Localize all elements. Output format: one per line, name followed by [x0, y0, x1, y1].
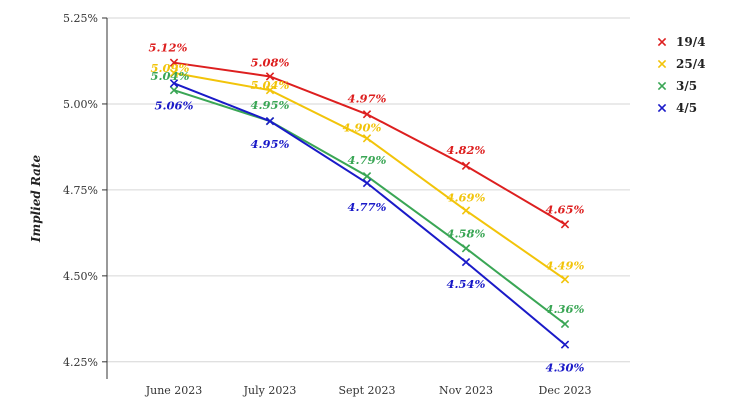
data-label: 4.58%: [447, 226, 486, 240]
legend-entry: 4/5: [676, 101, 697, 115]
legend-entry: 25/4: [676, 57, 705, 71]
data-point-marker: [657, 81, 667, 91]
data-point-marker: [461, 206, 471, 215]
data-label: 5.08%: [251, 55, 290, 69]
data-point-marker: [265, 72, 275, 81]
y-tick-label: 5.00%: [63, 98, 98, 111]
y-tick-label: 4.75%: [63, 184, 98, 197]
data-label: 4.36%: [546, 302, 585, 316]
y-tick-label: 4.50%: [63, 270, 98, 283]
data-point-marker: [169, 68, 179, 78]
data-labels: 5.12%5.08%4.97%4.82%4.65%5.09%5.04%4.90%…: [149, 41, 585, 375]
data-point-marker: [362, 171, 372, 181]
data-label: 5.04%: [251, 78, 290, 92]
data-point-marker: [461, 161, 471, 171]
data-label: 4.97%: [348, 91, 387, 105]
legend-entry: 19/4: [676, 35, 705, 49]
data-label: 5.09%: [151, 61, 190, 75]
data-point-marker: [657, 103, 667, 113]
data-label: 5.04%: [151, 69, 190, 83]
gridlines: [107, 17, 630, 363]
data-label: 4.49%: [546, 258, 585, 272]
y-axis-label: Implied Rate: [29, 155, 43, 244]
data-label: 4.65%: [546, 202, 585, 216]
data-point-marker: [169, 58, 179, 67]
data-label: 4.95%: [251, 98, 290, 112]
data-label: 4.90%: [343, 120, 382, 134]
data-label: 4.79%: [348, 153, 387, 167]
data-label: 5.12%: [149, 41, 188, 55]
x-tick-label: Sept 2023: [339, 384, 396, 397]
data-label: 4.95%: [251, 137, 290, 151]
legend: 19/4 25/4 3/5 4/5: [657, 35, 705, 115]
data-point-marker: [560, 220, 570, 229]
data-point-marker: [657, 37, 667, 47]
data-label: 4.77%: [348, 200, 387, 214]
data-point-marker: [560, 275, 570, 284]
data-point-marker: [265, 86, 275, 95]
data-point-marker: [265, 116, 275, 126]
data-label: 4.82%: [447, 143, 486, 157]
data-label: 4.69%: [447, 191, 486, 205]
data-point-marker: [362, 178, 372, 188]
data-point-marker: [461, 257, 471, 267]
data-point-marker: [560, 319, 570, 329]
data-point-marker: [560, 340, 570, 349]
data-point-marker: [362, 110, 372, 119]
data-point-marker: [169, 86, 179, 95]
y-tick-label: 5.25%: [63, 12, 98, 25]
data-label: 4.30%: [546, 361, 585, 375]
legend-entry: 3/5: [676, 79, 697, 93]
x-tick-label: July 2023: [243, 384, 297, 397]
data-point-marker: [657, 59, 667, 69]
x-tick-label: June 2023: [145, 384, 203, 397]
data-point-marker: [362, 134, 372, 143]
data-point-marker: [169, 79, 179, 88]
data-point-marker: [461, 244, 471, 253]
x-tick-label: Dec 2023: [539, 384, 592, 397]
y-tick-label: 4.25%: [63, 356, 98, 369]
x-tick-label: Nov 2023: [439, 384, 493, 397]
series: [169, 58, 570, 349]
data-label: 4.54%: [447, 277, 486, 291]
axes: 4.25% 4.50% 4.75% 5.00% 5.25% Implied Rate Jun…: [29, 12, 591, 397]
data-label: 5.06%: [155, 98, 194, 112]
